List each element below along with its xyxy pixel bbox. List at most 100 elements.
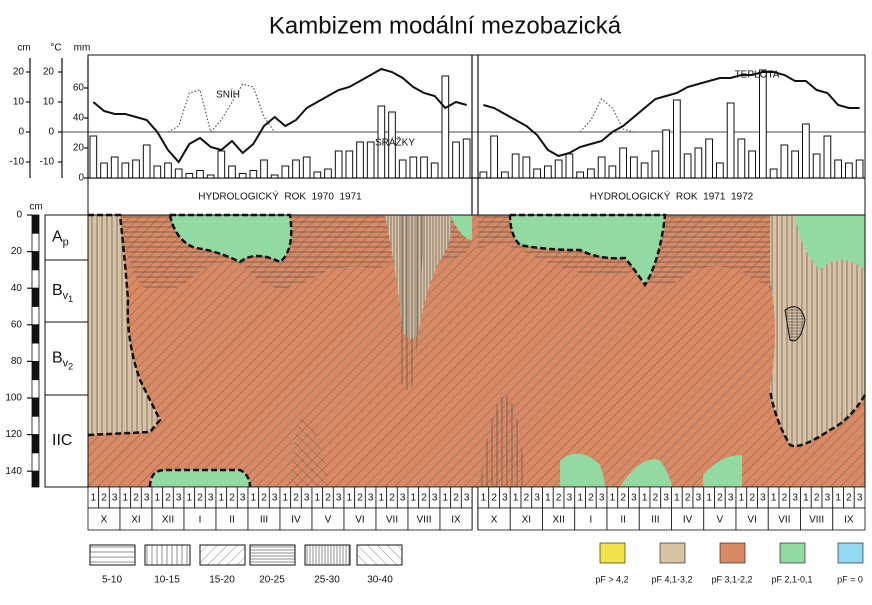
depth-scale-bar xyxy=(31,470,40,488)
decade-label: 2 xyxy=(229,493,235,504)
precip-bar xyxy=(100,162,108,179)
month-label: VIII xyxy=(809,515,824,526)
precip-bar xyxy=(845,162,853,179)
hatch-20-25 xyxy=(784,306,806,342)
axis-unit: °C xyxy=(50,43,61,54)
depth-scale-bar xyxy=(31,269,40,289)
horizon-label: Bv2 xyxy=(52,350,73,372)
temperature-line xyxy=(92,67,467,164)
month-label: V xyxy=(717,515,724,526)
precip-bar xyxy=(462,138,471,179)
month-label: X xyxy=(101,515,108,526)
legend-label: pF > 4,2 xyxy=(595,574,628,584)
decade-label: 2 xyxy=(749,493,755,504)
legend-swatch xyxy=(144,544,191,566)
decade-label: 1 xyxy=(835,493,841,504)
month-label: III xyxy=(260,515,268,526)
decade-label: 3 xyxy=(728,493,734,504)
decade-label: 1 xyxy=(513,493,519,504)
precip-bar xyxy=(479,171,488,179)
precip-bar xyxy=(554,159,563,179)
month-label: VII xyxy=(778,515,790,526)
decade-label: 2 xyxy=(620,493,626,504)
decade-label: 2 xyxy=(389,493,395,504)
tick-label: -10 xyxy=(10,157,25,168)
snow-line xyxy=(579,98,635,133)
tick-label: 0 xyxy=(18,127,24,138)
decade-label: 3 xyxy=(599,493,605,504)
decade-label: 2 xyxy=(325,493,331,504)
precip-bar xyxy=(651,150,660,179)
month-label: XI xyxy=(131,515,140,526)
tick-label: 40 xyxy=(11,283,23,294)
horizon-sub: v xyxy=(63,290,69,302)
tick-label: -10 xyxy=(40,157,55,168)
horizon-subsub: 2 xyxy=(68,362,73,372)
month-label: I xyxy=(589,515,592,526)
decade-label: 2 xyxy=(197,493,203,504)
decade-label: 3 xyxy=(696,493,702,504)
decade-label: 3 xyxy=(304,493,310,504)
precip-bar xyxy=(164,162,172,179)
precip-bar xyxy=(576,171,584,179)
tick-label: 10 xyxy=(13,97,25,108)
depth-scale-bar xyxy=(31,232,40,253)
decade-label: 2 xyxy=(782,493,788,504)
decade-label: 3 xyxy=(176,493,182,504)
precip-bar xyxy=(281,165,290,179)
precip-bar xyxy=(823,135,832,179)
decade-label: 3 xyxy=(144,493,150,504)
horizon-sub: p xyxy=(63,236,69,248)
legend-swatch xyxy=(89,544,136,566)
legend-swatch xyxy=(599,542,626,564)
decade-label: 3 xyxy=(631,493,637,504)
tick-label: 80 xyxy=(11,356,23,367)
boundary xyxy=(87,213,162,437)
horizon-main: IIC xyxy=(52,432,72,449)
precip-bar xyxy=(366,141,375,179)
decade-label: 3 xyxy=(432,493,438,504)
decade-label: 3 xyxy=(857,493,863,504)
precip-bar xyxy=(748,150,756,179)
month-label: VII xyxy=(386,515,398,526)
year-label: HYDROLOGICKÝ ROK 1970 1971 xyxy=(198,190,362,203)
precip-bar xyxy=(597,156,606,179)
month-label: II xyxy=(620,515,626,526)
precip-bar xyxy=(673,99,681,179)
precip-bar xyxy=(855,159,864,179)
decade-label: 1 xyxy=(187,493,193,504)
precip-bar xyxy=(619,147,627,179)
month-label: XI xyxy=(522,515,531,526)
decade-label: 1 xyxy=(739,493,745,504)
tick-label: 40 xyxy=(73,113,85,124)
area-pf-2 xyxy=(510,215,665,285)
decade-label: 2 xyxy=(491,493,497,504)
decade-label: 3 xyxy=(464,493,470,504)
legend-label: 15-20 xyxy=(209,575,235,586)
tick-label: 10 xyxy=(43,97,55,108)
decade-label: 2 xyxy=(453,493,459,504)
decade-label: 1 xyxy=(283,493,289,504)
horizon-box xyxy=(44,214,89,261)
temp-label: TEPLOTA xyxy=(735,70,780,81)
decade-label: 2 xyxy=(846,493,852,504)
precip-bar xyxy=(185,173,194,179)
month-label: IV xyxy=(683,515,693,526)
precip-bar xyxy=(388,111,396,179)
precip-bar xyxy=(89,135,98,179)
decade-label: 2 xyxy=(293,493,299,504)
precip-bar xyxy=(565,153,574,179)
legend-label: pF 4,1-3,2 xyxy=(651,574,692,584)
decade-label: 3 xyxy=(825,493,831,504)
decade-label: 1 xyxy=(706,493,712,504)
decade-label: 2 xyxy=(421,493,427,504)
precip-bar xyxy=(587,168,595,179)
month-label: V xyxy=(325,515,332,526)
decade-label: 3 xyxy=(272,493,278,504)
axis-unit: cm xyxy=(17,43,30,54)
precip-bar xyxy=(356,141,364,179)
decade-label: 2 xyxy=(133,493,139,504)
decade-label: 3 xyxy=(502,493,508,504)
